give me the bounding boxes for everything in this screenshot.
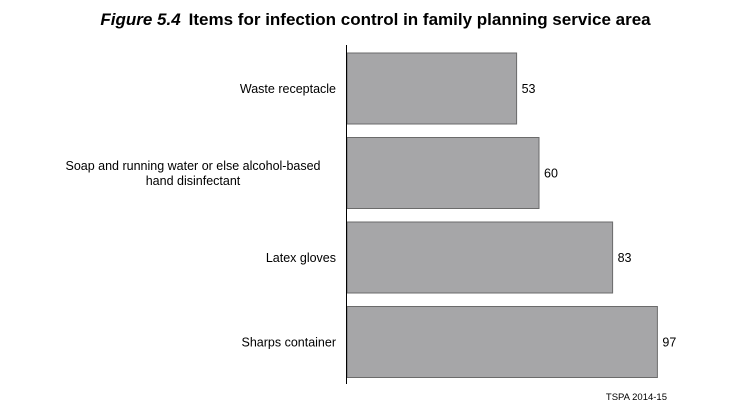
bars-layer (346, 52, 658, 378)
bar-2 (346, 221, 614, 294)
category-label-1: Soap and running water or else alcohol-b… (65, 159, 320, 188)
figure-number: Figure 5.4 (100, 10, 181, 29)
category-label-line: hand disinfectant (146, 174, 241, 188)
value-label-2: 83 (618, 251, 632, 265)
chart-title: Figure 5.4 Items for infection control in… (0, 10, 751, 30)
category-label-2: Latex gloves (266, 251, 336, 265)
category-label-line: Sharps container (241, 336, 336, 350)
category-label-3: Sharps container (241, 336, 336, 350)
category-label-line: Soap and running water or else alcohol-b… (65, 159, 320, 173)
bar-1 (346, 137, 540, 209)
source-note: TSPA 2014-15 (605, 392, 667, 403)
value-label-1: 60 (544, 167, 558, 181)
bar-3 (346, 306, 658, 378)
category-label-line: Latex gloves (266, 251, 336, 265)
category-label-line: Waste receptacle (240, 82, 336, 96)
bar-0 (346, 52, 518, 125)
category-label-0: Waste receptacle (240, 82, 336, 96)
value-label-0: 53 (522, 82, 536, 96)
value-label-3: 97 (662, 336, 676, 350)
labels-layer: 53 Waste receptacle 60 Soap and running wat… (65, 82, 676, 350)
title-text: Items for infection control in family pl… (188, 10, 651, 29)
